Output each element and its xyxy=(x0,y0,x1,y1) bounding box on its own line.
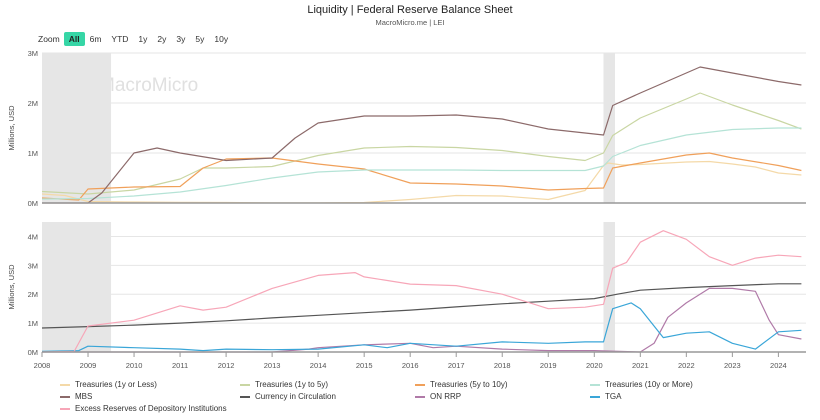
y-axis-label: Millions, USD xyxy=(7,105,16,151)
zoom-10y-button[interactable]: 10y xyxy=(214,34,229,44)
series-line-treasuries_1_5 xyxy=(41,92,802,195)
series-line-on_rrp xyxy=(42,287,802,353)
legend-item[interactable]: ON RRP xyxy=(415,392,461,401)
legend-label: MBS xyxy=(75,392,93,401)
zoom-label: Zoom xyxy=(38,34,60,44)
legend-item[interactable]: Currency in Circulation xyxy=(240,392,336,401)
x-axis: 2008 2009 2010 2011 2012 2013 2014 2015 2016 2017… xyxy=(34,352,787,370)
legend-item[interactable]: Treasuries (5y to 10y) xyxy=(415,380,508,389)
chart-subtitle: MacroMicro.me | LEI xyxy=(375,18,445,27)
legend-item[interactable]: Treasuries (1y or Less) xyxy=(60,380,157,389)
x-tick-label: 2008 xyxy=(34,361,51,370)
y-tick-label: 4M xyxy=(28,232,38,241)
panel-top: 1M 2M 3M 0M Millions, USD xyxy=(7,49,806,208)
legend-label: Treasuries (5y to 10y) xyxy=(430,380,508,389)
x-tick-label: 2019 xyxy=(540,361,557,370)
x-tick-label: 2012 xyxy=(218,361,235,370)
watermark-text: MacroMicro xyxy=(99,75,198,96)
zoom-ytd-button[interactable]: YTD xyxy=(111,34,129,44)
legend-item[interactable]: Excess Reserves of Depository Institutio… xyxy=(60,404,227,413)
legend-swatch xyxy=(590,395,600,398)
series-line-tga xyxy=(41,302,802,352)
series-line-treasuries_5_10 xyxy=(41,152,802,201)
legend-label: Treasuries (1y to 5y) xyxy=(255,380,329,389)
x-tick-label: 2013 xyxy=(264,361,281,370)
shaded-period xyxy=(603,53,615,203)
legend-item[interactable]: TGA xyxy=(590,392,621,401)
series-line-currency xyxy=(41,283,802,329)
x-tick-label: 2009 xyxy=(80,361,97,370)
legend-label: Currency in Circulation xyxy=(255,392,336,401)
zoom-3y-button[interactable]: 3y xyxy=(176,34,186,44)
x-tick-label: 2017 xyxy=(448,361,465,370)
series-line-mbs xyxy=(42,66,802,204)
zoom-1y-button[interactable]: 1y xyxy=(138,34,148,44)
chart-title: Liquidity | Federal Reserve Balance Shee… xyxy=(307,4,513,16)
x-tick-label: 2010 xyxy=(126,361,143,370)
legend-label: Treasuries (1y or Less) xyxy=(75,380,157,389)
zoom-2y-button[interactable]: 2y xyxy=(157,34,167,44)
x-tick-label: 2011 xyxy=(172,361,188,370)
series-line-treasuries_short xyxy=(41,160,802,204)
legend-swatch xyxy=(240,395,250,398)
y-axis-label: Millions, USD xyxy=(7,264,16,310)
series-line-excess_reserves xyxy=(41,230,802,353)
x-tick-label: 2015 xyxy=(356,361,373,370)
legend-swatch xyxy=(415,395,425,398)
legend-swatch xyxy=(590,383,600,386)
shaded-period xyxy=(603,222,615,352)
panel-bottom: 1M 2M 3M 4M 0M Millions, USD xyxy=(7,222,806,357)
x-tick-label: 2022 xyxy=(678,361,695,370)
legend-item[interactable]: Treasuries (1y to 5y) xyxy=(240,380,328,389)
y-tick-label: 1M xyxy=(28,149,38,158)
zoom-5y-button[interactable]: 5y xyxy=(195,34,205,44)
legend-label: Excess Reserves of Depository Institutio… xyxy=(75,404,227,413)
y-tick-label: 3M xyxy=(28,49,38,58)
y-tick-label: 2M xyxy=(28,290,38,299)
legend-label: ON RRP xyxy=(430,392,462,401)
zoom-all-button[interactable]: All xyxy=(63,32,85,46)
shaded-period xyxy=(42,222,112,352)
series-line-treasuries_10plus xyxy=(41,127,802,200)
y-tick-label: 0M xyxy=(28,348,38,357)
x-tick-label: 2021 xyxy=(632,361,649,370)
shaded-period xyxy=(42,53,112,203)
legend-swatch xyxy=(60,395,70,398)
legend-swatch xyxy=(415,383,425,386)
y-tick-label: 1M xyxy=(28,319,38,328)
y-tick-label: 0M xyxy=(28,199,38,208)
x-tick-label: 2020 xyxy=(586,361,603,370)
legend-swatch xyxy=(240,383,250,386)
y-tick-label: 3M xyxy=(28,261,38,270)
zoom-controls: Zoom All 6m YTD 1y 2y 3y 5y 10y xyxy=(38,32,233,46)
zoom-6m-button[interactable]: 6m xyxy=(89,34,102,44)
x-tick-label: 2018 xyxy=(494,361,511,370)
legend-item[interactable]: Treasuries (10y or More) xyxy=(590,380,693,389)
legend-item[interactable]: MBS xyxy=(60,392,92,401)
legend-label: TGA xyxy=(605,392,622,401)
y-tick-label: 2M xyxy=(28,99,38,108)
x-tick-label: 2014 xyxy=(310,361,327,370)
legend-label: Treasuries (10y or More) xyxy=(605,380,693,389)
x-tick-label: 2016 xyxy=(402,361,419,370)
legend-swatch xyxy=(60,383,70,386)
x-tick-label: 2023 xyxy=(724,361,741,370)
x-tick-label: 2024 xyxy=(770,361,787,370)
legend-swatch xyxy=(60,407,70,410)
